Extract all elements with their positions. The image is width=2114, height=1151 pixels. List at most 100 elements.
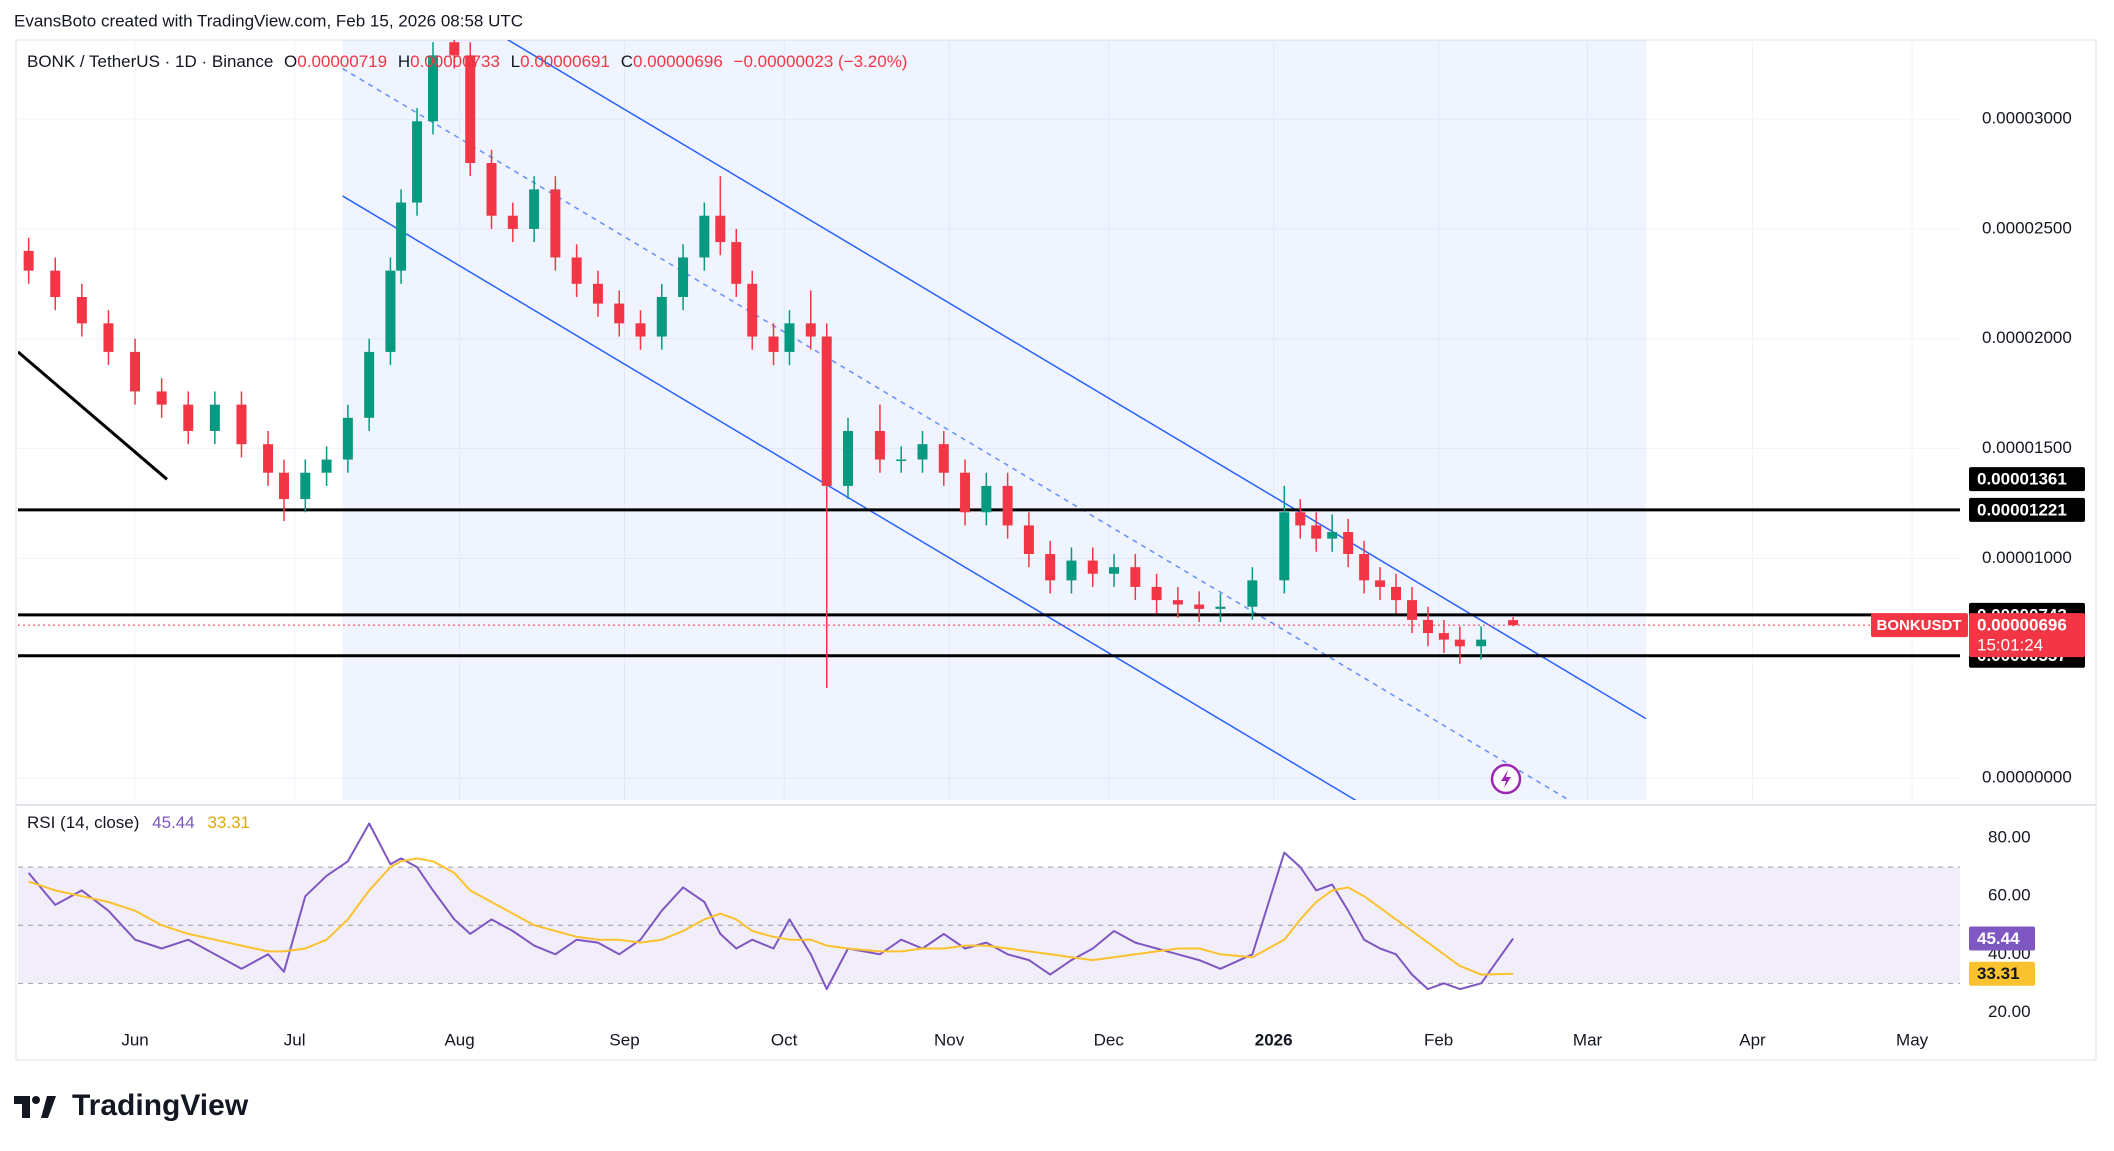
change: −0.00000023 (−3.20%) <box>734 52 908 71</box>
candle-body <box>731 242 742 284</box>
ohlc-key: C <box>621 52 633 71</box>
candle-body <box>1151 586 1162 601</box>
candle-body <box>715 215 726 243</box>
candle-body <box>364 351 375 418</box>
candle-body <box>1438 633 1449 640</box>
candle-body <box>1327 532 1338 539</box>
candle-body <box>938 444 949 473</box>
candle-body <box>1343 532 1354 554</box>
candle-body <box>656 296 667 337</box>
ohlc-value: 0.00000691 <box>520 52 610 71</box>
candle-body <box>76 296 87 324</box>
candle-body <box>1215 606 1226 609</box>
logo <box>14 1096 56 1118</box>
y-tick-label: 0.00002500 <box>1982 218 2072 237</box>
y-tick-label: 20.00 <box>1988 1002 2031 1021</box>
level-label: 0.00001361 <box>1977 470 2067 489</box>
channel-fill <box>342 40 1647 800</box>
candle-body <box>1130 567 1141 587</box>
countdown: 15:01:24 <box>1977 636 2043 655</box>
candle-body <box>342 417 353 460</box>
value-badge-label: 45.44 <box>1977 929 2020 948</box>
rsi-pane <box>18 822 1960 991</box>
candle-body <box>1087 560 1098 574</box>
alert-icon <box>1490 763 1522 795</box>
candle-body <box>529 189 540 229</box>
x-tick-label: Jun <box>121 1030 148 1049</box>
candle-body <box>156 391 167 405</box>
candle-body <box>486 163 497 216</box>
candle-body <box>209 404 220 431</box>
frame <box>15 39 2097 1061</box>
brand: TradingView <box>72 1089 249 1122</box>
candle-body <box>805 323 816 337</box>
candle-body <box>1045 553 1056 581</box>
candle-body <box>50 270 61 297</box>
ohlc-value: 0.00000733 <box>410 52 500 71</box>
y-tick-label: 0.00003000 <box>1982 109 2072 128</box>
candle-body <box>1454 639 1465 647</box>
candle-body <box>960 472 971 513</box>
ohlc-key: O <box>284 52 297 71</box>
candle-body <box>1002 485 1013 526</box>
level-label: 0.00001221 <box>1977 500 2067 519</box>
candle-body <box>592 283 603 304</box>
y-tick-label: 80.00 <box>1988 828 2031 847</box>
value-badge <box>1969 961 2035 986</box>
candle-body <box>1391 586 1402 601</box>
ohlc-value: 0.00000696 <box>633 52 723 71</box>
symbol-label: BONKUSDT <box>1877 617 1962 634</box>
candle-body <box>550 189 561 258</box>
symbol-legend: BONK / TetherUS · 1D · Binance O0.000007… <box>27 52 907 71</box>
y-tick-label: 0.00001500 <box>1982 438 2072 457</box>
candle-body <box>428 55 439 122</box>
candle-body <box>843 430 854 486</box>
candle-body <box>614 303 625 324</box>
candle-body <box>1375 580 1386 587</box>
candle-body <box>1508 620 1519 626</box>
x-tick-label: Sep <box>609 1030 639 1049</box>
candle-body <box>465 55 476 164</box>
candle-body <box>507 215 518 229</box>
y-tick-label: 60.00 <box>1988 886 2031 905</box>
header: EvansBoto created with TradingView.com, … <box>14 11 523 30</box>
channel-upper <box>506 40 1647 720</box>
last-price-badge <box>1969 613 2085 658</box>
candle-body <box>635 323 646 337</box>
candle-body <box>1311 525 1322 539</box>
x-tick-label: May <box>1896 1030 1929 1049</box>
last-price-label: 0.00000696 <box>1977 616 2067 635</box>
rsi-line <box>27 822 1514 991</box>
candle-body <box>1066 560 1077 581</box>
price-pane <box>18 40 1960 800</box>
candle-body <box>1406 600 1417 620</box>
x-tick-label: Oct <box>771 1030 798 1049</box>
candle-body <box>130 351 141 392</box>
candle-body <box>300 472 311 500</box>
trend-line <box>18 350 168 481</box>
rsi-ma-line <box>28 857 1514 976</box>
symbol: BONK / TetherUS · 1D · Binance <box>27 52 273 71</box>
candle-body <box>396 202 407 271</box>
candle-body <box>321 459 332 473</box>
y-tick-label: 0.00001000 <box>1982 548 2072 567</box>
candle-body <box>571 257 582 284</box>
x-tick-label: Jul <box>284 1030 306 1049</box>
candle-body <box>279 472 290 500</box>
x-tick-label: Nov <box>934 1030 965 1049</box>
candle-body <box>821 336 832 486</box>
level-badge <box>1969 467 2085 492</box>
candle-body <box>385 270 396 352</box>
candle-body <box>412 121 423 203</box>
y-tick-label: 0.00002000 <box>1982 328 2072 347</box>
candle-body <box>183 404 194 431</box>
ohlc-key: L <box>511 52 520 71</box>
candle-body <box>1422 619 1433 634</box>
candle-body <box>896 459 907 462</box>
candle-body <box>23 250 34 271</box>
candle-body <box>678 257 689 297</box>
ohlc-key: H <box>398 52 410 71</box>
candle-body <box>1279 512 1290 581</box>
ohlc-value: 0.00000719 <box>297 52 387 71</box>
